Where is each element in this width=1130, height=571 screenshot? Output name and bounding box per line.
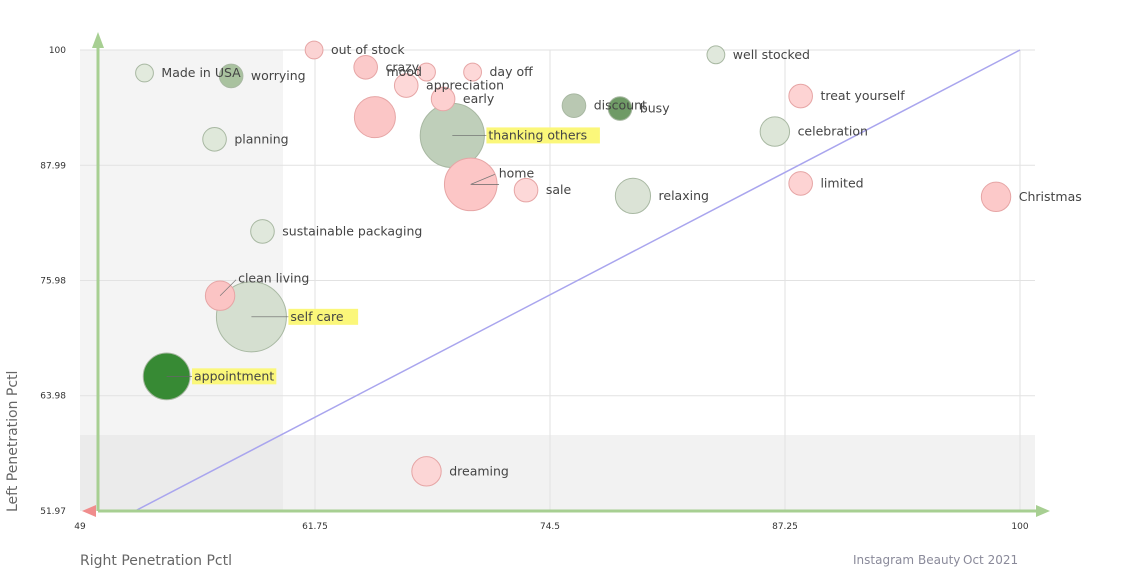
bubble-label: appointment bbox=[194, 368, 274, 383]
bubble-label: treat yourself bbox=[820, 88, 905, 103]
bubble-point bbox=[614, 177, 652, 214]
bubble-label: early bbox=[463, 91, 495, 106]
bubble-label: celebration bbox=[798, 124, 868, 139]
bubble-label: Made in USA bbox=[161, 65, 241, 80]
shade-corner bbox=[80, 435, 283, 511]
x-tick-label: 74.5 bbox=[540, 522, 560, 532]
bubble-point bbox=[788, 171, 813, 196]
label-highlight bbox=[486, 127, 600, 144]
bubble-label: well stocked bbox=[733, 47, 810, 62]
bubble-point bbox=[304, 40, 324, 60]
diagonal-reference-line bbox=[134, 49, 1021, 512]
bubble-label: home bbox=[499, 165, 535, 180]
bubble-label: Christmas bbox=[1019, 189, 1082, 204]
x-axis-title: Right Penetration Pctl bbox=[80, 553, 232, 569]
bubble-point bbox=[980, 181, 1012, 213]
y-tick-label: 63.98 bbox=[40, 392, 66, 402]
bubble-point bbox=[417, 62, 436, 82]
y-tick-label: 87.99 bbox=[40, 161, 66, 171]
y-tick-label: 75.98 bbox=[40, 277, 66, 287]
label-leader-line bbox=[470, 174, 495, 185]
y-tick-label: 100 bbox=[49, 46, 66, 56]
bubble-label: limited bbox=[820, 175, 863, 190]
x-tick-label: 100 bbox=[1011, 522, 1028, 532]
bubble-label: sustainable packaging bbox=[282, 223, 422, 238]
bubble-label: discount bbox=[594, 98, 647, 113]
bubble-point bbox=[411, 456, 442, 487]
bubble-label: day off bbox=[489, 64, 533, 79]
footer-category: Beauty bbox=[918, 553, 961, 567]
footer-platform: Instagram bbox=[853, 553, 915, 567]
bubble-point bbox=[250, 219, 275, 244]
bubble-label: busy bbox=[640, 101, 670, 116]
bubble-point bbox=[788, 83, 813, 109]
bubble-point bbox=[513, 177, 539, 203]
bubble-point bbox=[202, 126, 227, 152]
bubble-point bbox=[135, 63, 154, 83]
x-tick-label: 61.75 bbox=[302, 522, 328, 532]
y-tick-label: 51.97 bbox=[40, 507, 66, 517]
bubble-label: planning bbox=[234, 131, 288, 146]
label-highlight bbox=[288, 308, 359, 325]
bubble-label: dreaming bbox=[449, 463, 509, 478]
bubble-label: thanking others bbox=[488, 127, 587, 142]
bubble-point bbox=[463, 62, 482, 82]
origin-arrowhead bbox=[82, 505, 96, 517]
bubble-point bbox=[759, 116, 791, 147]
bubble-point bbox=[393, 73, 419, 98]
x-tick-label: 49 bbox=[74, 522, 86, 532]
x-tick-label: 87.25 bbox=[772, 522, 798, 532]
x-axis-arrowhead bbox=[1036, 505, 1050, 517]
bubble-label: out of stock bbox=[331, 42, 405, 57]
bubble-label: appreciation bbox=[426, 78, 504, 93]
y-axis-title: Left Penetration Pctl bbox=[5, 371, 21, 512]
bubble-label: mood bbox=[387, 64, 422, 79]
bubble-label: worrying bbox=[251, 68, 306, 83]
bubble-point bbox=[218, 63, 244, 89]
bubble-point bbox=[430, 86, 456, 112]
bubble-label: relaxing bbox=[659, 188, 709, 203]
bubble-point bbox=[607, 96, 633, 121]
label-leader-line bbox=[219, 279, 237, 296]
bubble-point bbox=[353, 96, 396, 139]
y-axis-arrowhead bbox=[92, 32, 104, 48]
bubble-label: sale bbox=[546, 182, 572, 197]
bubble-label: clean living bbox=[238, 271, 309, 286]
footer-period: Oct 2021 bbox=[963, 553, 1019, 567]
bubble-point bbox=[353, 54, 378, 80]
label-highlight bbox=[192, 368, 277, 385]
bubble-point bbox=[561, 93, 587, 118]
bubble-point bbox=[706, 45, 726, 65]
bubble-label: crazy bbox=[385, 59, 419, 74]
bubble-label: self care bbox=[290, 309, 343, 324]
